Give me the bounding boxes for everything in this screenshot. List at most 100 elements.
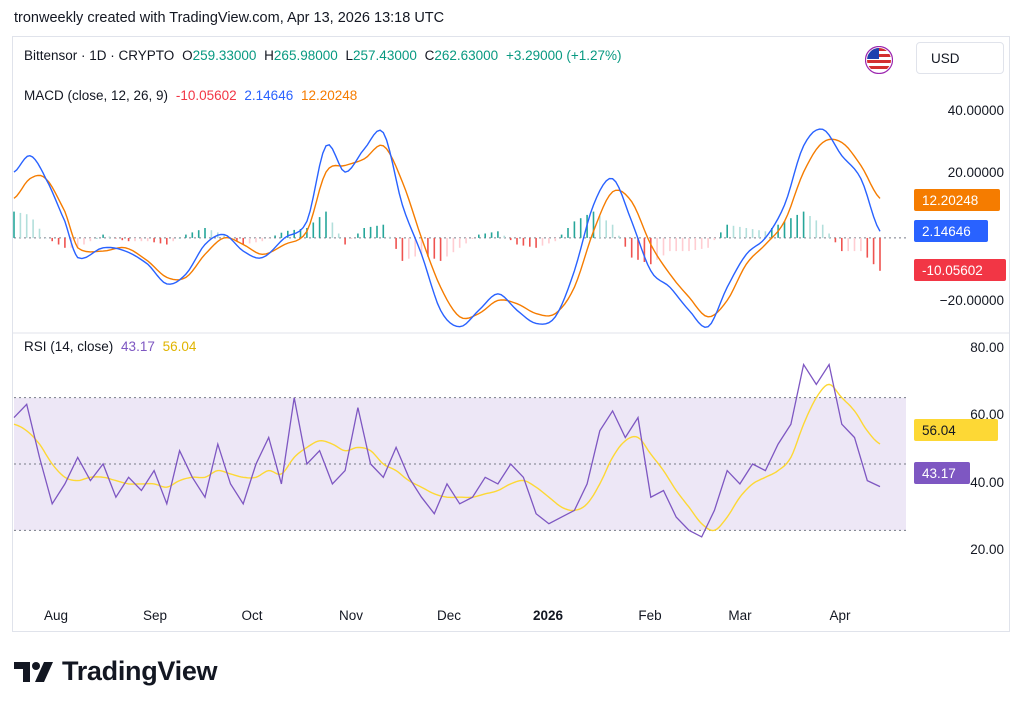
macd-price-badge: 2.14646 — [914, 220, 988, 242]
macd-histogram-bar — [662, 237, 665, 256]
macd-histogram-bar — [490, 232, 493, 238]
open-key: O — [182, 48, 193, 63]
symbol-title[interactable]: Bittensor · 1D · CRYPTO — [24, 48, 175, 63]
macd-histogram-bar — [337, 233, 340, 238]
macd-histogram-bar — [541, 237, 544, 246]
macd-histogram-bar — [376, 225, 378, 238]
macd-legend: MACD (close, 12, 26, 9) -10.05602 2.1464… — [24, 88, 361, 103]
macd-histogram-bar — [363, 228, 365, 238]
macd-histogram-bar — [471, 237, 474, 239]
macd-histogram-bar — [815, 220, 818, 238]
hist-price-badge: -10.05602 — [914, 259, 1006, 281]
macd-histogram-bar — [159, 237, 162, 244]
macd-histogram-bar — [204, 228, 206, 238]
macd-histogram-bar — [153, 237, 155, 243]
macd-histogram-bar — [847, 237, 849, 252]
macd-histogram-bar — [242, 237, 244, 245]
macd-histogram-bar — [312, 222, 315, 238]
macd-histogram-bar — [745, 228, 748, 238]
macd-histogram-bar — [567, 228, 569, 238]
macd-histogram-bar — [465, 237, 467, 244]
macd-histogram-bar — [611, 224, 614, 238]
macd-histogram-bar — [172, 237, 174, 242]
macd-histogram-bar — [166, 237, 168, 245]
macd-histogram-bar — [76, 237, 79, 248]
rsi-line — [13, 362, 881, 538]
high-value: 265.98000 — [273, 48, 338, 63]
macd-histogram-bar — [102, 234, 104, 238]
macd-histogram-bar — [860, 237, 862, 252]
macd-histogram-bar — [503, 235, 506, 238]
macd-histogram-bar — [280, 232, 283, 238]
currency-label: USD — [931, 50, 960, 66]
macd-hist-value: -10.05602 — [175, 88, 237, 103]
macd-histogram-bar — [210, 230, 213, 238]
macd-histogram-bar — [618, 235, 620, 238]
macd-histogram-bar — [108, 236, 111, 238]
macd-histogram-bar — [299, 229, 302, 238]
macd-histogram-bar — [255, 237, 257, 243]
macd-histogram-bar — [630, 237, 633, 258]
macd-histogram-bar — [146, 237, 149, 242]
month-label: Nov — [338, 608, 364, 623]
macd-histogram-bar — [38, 228, 41, 238]
macd-axis-label: −20.00000 — [939, 293, 1004, 308]
macd-histogram-bar — [624, 237, 627, 247]
macd-histogram-bar — [700, 237, 703, 249]
macd-histogram-bar — [834, 237, 837, 243]
macd-label[interactable]: MACD (close, 12, 26, 9) — [24, 88, 169, 103]
macd-histogram-bar — [197, 230, 200, 238]
macd-histogram-bar — [853, 237, 856, 252]
macd-histogram-bar — [548, 237, 550, 244]
macd-histogram-bar — [535, 237, 537, 248]
tradingview-logo[interactable]: TradingView — [14, 656, 218, 687]
macd-histogram-bar — [439, 237, 442, 261]
macd-histogram-bar — [656, 237, 658, 260]
open-value: 259.33000 — [192, 48, 257, 63]
month-label: Aug — [43, 608, 69, 623]
rsi-legend: RSI (14, close) 43.17 56.04 — [24, 339, 200, 354]
macd-axis-label: 40.00000 — [947, 103, 1004, 118]
chart-frame[interactable] — [12, 36, 1010, 632]
macd-histogram-bar — [19, 212, 22, 238]
macd-histogram-bar — [802, 211, 805, 238]
macd-histogram-bar — [51, 237, 53, 242]
macd-histogram-bar — [420, 237, 423, 255]
macd-histogram-bar — [650, 237, 652, 265]
macd-histogram-bar — [828, 233, 830, 238]
high-key: H — [264, 48, 274, 63]
us-flag-icon[interactable] — [864, 45, 894, 75]
macd-histogram-bar — [726, 224, 728, 238]
macd-histogram-bar — [115, 237, 117, 239]
logo-text: TradingView — [62, 656, 218, 686]
macd-histogram-bar — [771, 228, 773, 238]
macd-histogram-bar — [127, 237, 130, 242]
macd-histogram-bar — [599, 216, 601, 238]
macd-histogram-bar — [841, 237, 843, 252]
macd-histogram-bar — [318, 217, 321, 238]
macd-histogram-bar — [764, 231, 767, 238]
macd-histogram-bar — [720, 232, 722, 238]
macd-histogram-bar — [388, 236, 391, 238]
rsi-ma-line — [13, 383, 881, 532]
macd-histogram-bar — [579, 218, 582, 238]
rsi-label[interactable]: RSI (14, close) — [24, 339, 114, 354]
macd-histogram-bar — [121, 237, 124, 241]
rsi-ma-value: 56.04 — [162, 339, 197, 354]
macd-histogram-bar — [306, 228, 308, 238]
macd-histogram-bar — [140, 237, 143, 242]
macd-histogram-bar — [331, 222, 334, 238]
macd-histogram-bar — [248, 237, 251, 244]
macd-histogram-bar — [669, 237, 671, 252]
currency-button[interactable]: USD — [916, 42, 1004, 74]
macd-histogram-bar — [89, 237, 92, 242]
macd-histogram-bar — [83, 237, 85, 245]
macd-histogram-bar — [707, 237, 709, 248]
macd-histogram-bar — [732, 225, 735, 238]
macd-histogram-bar — [401, 237, 404, 261]
close-value: 262.63000 — [434, 48, 499, 63]
macd-histogram-bar — [751, 229, 754, 238]
macd-histogram-bar — [688, 237, 690, 252]
macd-histogram-bar — [605, 220, 607, 238]
